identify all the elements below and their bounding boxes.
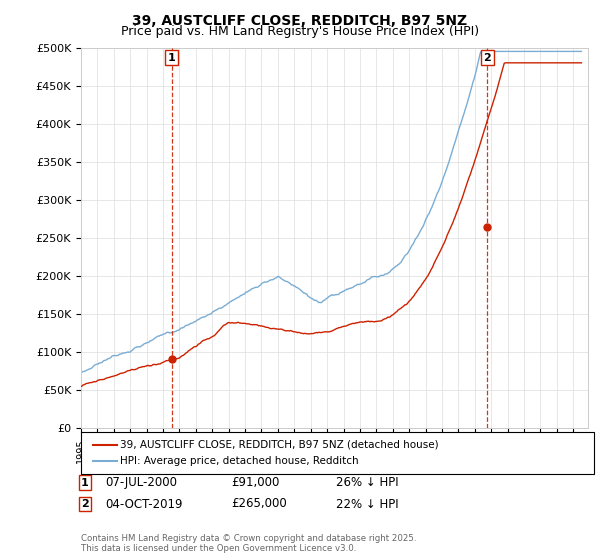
Text: 22% ↓ HPI: 22% ↓ HPI	[336, 497, 398, 511]
Text: £265,000: £265,000	[231, 497, 287, 511]
Text: 39, AUSTCLIFF CLOSE, REDDITCH, B97 5NZ: 39, AUSTCLIFF CLOSE, REDDITCH, B97 5NZ	[133, 14, 467, 28]
Text: HPI: Average price, detached house, Redditch: HPI: Average price, detached house, Redd…	[120, 456, 359, 466]
Text: 39, AUSTCLIFF CLOSE, REDDITCH, B97 5NZ (detached house): 39, AUSTCLIFF CLOSE, REDDITCH, B97 5NZ (…	[120, 440, 439, 450]
Text: 2: 2	[81, 499, 89, 509]
Text: 07-JUL-2000: 07-JUL-2000	[105, 476, 177, 489]
Text: 1: 1	[167, 53, 175, 63]
Text: Contains HM Land Registry data © Crown copyright and database right 2025.
This d: Contains HM Land Registry data © Crown c…	[81, 534, 416, 553]
Text: £91,000: £91,000	[231, 476, 280, 489]
Text: 04-OCT-2019: 04-OCT-2019	[105, 497, 182, 511]
Text: 26% ↓ HPI: 26% ↓ HPI	[336, 476, 398, 489]
Text: Price paid vs. HM Land Registry's House Price Index (HPI): Price paid vs. HM Land Registry's House …	[121, 25, 479, 38]
Text: 2: 2	[484, 53, 491, 63]
Text: 1: 1	[81, 478, 89, 488]
